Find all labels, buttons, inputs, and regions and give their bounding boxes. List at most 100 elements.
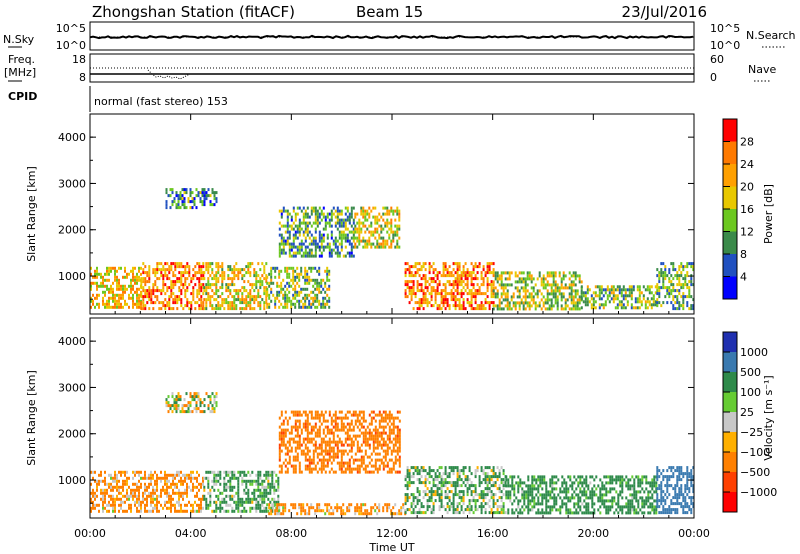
data-cell xyxy=(374,236,377,240)
data-cell xyxy=(372,428,375,432)
data-cell xyxy=(290,410,293,414)
data-cell xyxy=(352,254,355,258)
data-cell xyxy=(374,458,377,462)
data-cell xyxy=(312,284,315,288)
data-cell xyxy=(278,503,281,507)
data-cell xyxy=(200,265,203,269)
data-cell xyxy=(197,395,200,399)
data-cell xyxy=(392,233,395,237)
data-cell xyxy=(302,437,305,441)
data-cell xyxy=(376,227,379,231)
data-cell xyxy=(269,500,272,504)
data-cell xyxy=(304,455,307,459)
data-cell xyxy=(150,491,152,495)
data-cell xyxy=(486,472,489,476)
data-cell xyxy=(225,482,228,486)
data-cell xyxy=(452,268,455,272)
data-cell xyxy=(474,508,477,512)
data-cell xyxy=(136,488,138,492)
data-cell xyxy=(370,464,373,468)
data-cell xyxy=(134,278,136,282)
data-cell xyxy=(460,505,463,509)
data-cell xyxy=(570,274,573,278)
data-cell xyxy=(398,464,401,468)
data-cell xyxy=(344,512,347,516)
data-cell xyxy=(278,269,281,273)
data-cell xyxy=(286,218,289,222)
data-cell xyxy=(215,200,218,204)
data-cell xyxy=(243,289,246,293)
data-cell xyxy=(586,300,589,304)
data-cell xyxy=(346,410,349,414)
data-cell xyxy=(646,306,649,310)
data-cell xyxy=(314,443,317,447)
data-cell xyxy=(154,503,156,507)
data-cell xyxy=(318,215,321,219)
data-cell xyxy=(207,265,210,269)
data-cell xyxy=(165,206,168,210)
data-cell xyxy=(219,503,222,507)
data-cell xyxy=(225,494,228,498)
data-cell xyxy=(316,509,319,513)
data-cell xyxy=(513,475,516,479)
data-cell xyxy=(358,230,361,234)
data-cell xyxy=(207,188,210,192)
data-cell xyxy=(300,242,303,246)
data-cell xyxy=(152,476,154,480)
data-cell xyxy=(523,481,526,485)
data-cell xyxy=(148,289,151,293)
data-cell xyxy=(428,271,431,275)
data-cell xyxy=(277,485,280,489)
data-cell xyxy=(215,289,218,293)
data-cell xyxy=(580,297,583,301)
data-cell xyxy=(348,425,351,429)
data-cell xyxy=(124,470,126,474)
data-cell xyxy=(209,200,212,204)
data-cell xyxy=(296,452,299,456)
data-cell xyxy=(446,493,449,497)
data-cell xyxy=(320,470,323,474)
data-cell xyxy=(259,482,262,486)
data-cell xyxy=(511,487,514,491)
data-cell xyxy=(382,467,385,471)
data-cell xyxy=(678,289,681,293)
data-cell xyxy=(223,485,226,489)
data-cell xyxy=(382,212,385,216)
data-cell xyxy=(502,505,505,509)
data-cell xyxy=(217,479,220,483)
data-cell xyxy=(162,286,165,290)
data-cell xyxy=(160,491,162,495)
data-cell xyxy=(179,206,182,210)
data-cell xyxy=(436,286,439,290)
data-cell xyxy=(364,437,367,441)
data-cell xyxy=(184,277,187,281)
data-cell xyxy=(328,248,331,252)
data-cell xyxy=(306,425,309,429)
data-cell xyxy=(94,269,96,273)
data-cell xyxy=(227,286,230,290)
data-cell xyxy=(239,470,242,474)
data-cell xyxy=(612,300,615,304)
data-cell xyxy=(144,470,146,474)
data-cell xyxy=(280,437,283,441)
data-cell xyxy=(490,493,493,497)
data-cell xyxy=(94,305,96,309)
data-cell xyxy=(300,269,303,273)
data-cell xyxy=(690,295,693,299)
data-cell xyxy=(112,476,114,480)
data-cell xyxy=(510,298,513,302)
data-cell xyxy=(184,304,187,308)
data-cell xyxy=(668,286,671,290)
data-cell xyxy=(294,269,297,273)
data-cell xyxy=(426,280,429,284)
data-cell xyxy=(160,262,163,266)
data-cell xyxy=(122,482,124,486)
data-cell xyxy=(352,428,355,432)
data-cell xyxy=(316,413,319,417)
data-cell xyxy=(284,443,287,447)
data-cell xyxy=(124,287,126,291)
data-cell xyxy=(505,496,508,500)
data-cell xyxy=(570,280,573,284)
data-cell xyxy=(348,506,351,510)
data-cell xyxy=(286,272,289,276)
